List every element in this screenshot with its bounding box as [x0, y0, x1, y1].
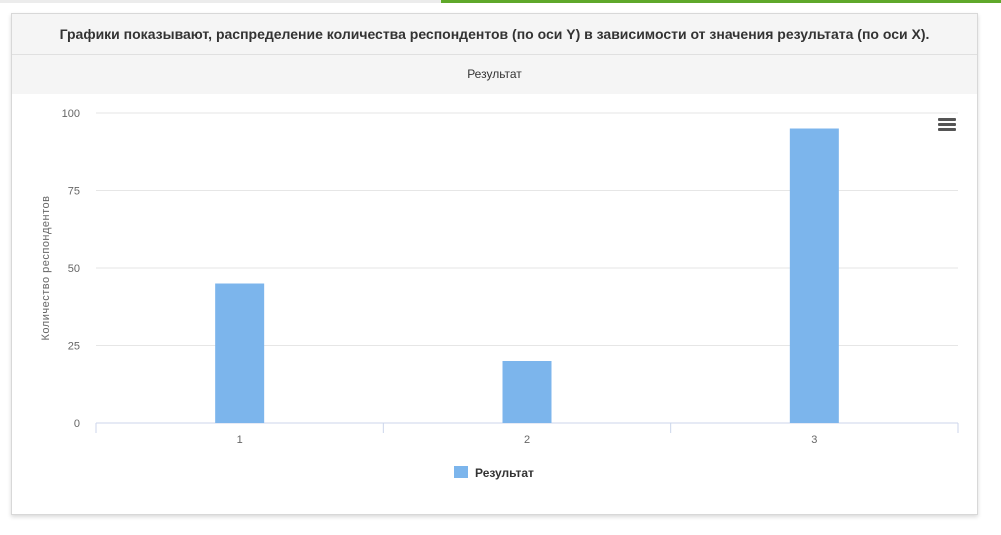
- x-tick-label: 2: [524, 434, 530, 446]
- bar-1: [215, 283, 265, 423]
- chart-menu-button[interactable]: [938, 118, 956, 134]
- hamburger-menu-icon: [938, 118, 956, 121]
- x-tick-label: 3: [811, 434, 817, 446]
- card-title: Графики показывают, распределение количе…: [12, 14, 977, 55]
- y-tick-label: 0: [74, 418, 80, 430]
- y-tick-label: 100: [62, 108, 80, 120]
- bar-2: [502, 361, 552, 423]
- menu-line: [938, 123, 956, 126]
- top-bar-left: [0, 0, 441, 3]
- y-tick-label: 50: [68, 263, 80, 275]
- chart-title: Результат: [12, 55, 977, 94]
- menu-line: [938, 128, 956, 131]
- bar-3: [789, 128, 839, 423]
- legend-swatch: [454, 466, 468, 478]
- legend-label: Результат: [475, 466, 534, 480]
- y-tick-label: 25: [68, 341, 80, 353]
- x-tick-label: 1: [237, 434, 243, 446]
- y-axis-label: Количество респондентов: [40, 196, 52, 341]
- chart-card: Графики показывают, распределение количе…: [11, 13, 978, 515]
- y-tick-label: 75: [68, 186, 80, 198]
- chart-svg: 0 25 50 75 100 1 2 3 Количество респондентов Резу…: [40, 108, 959, 480]
- top-bar-accent: [441, 0, 1001, 3]
